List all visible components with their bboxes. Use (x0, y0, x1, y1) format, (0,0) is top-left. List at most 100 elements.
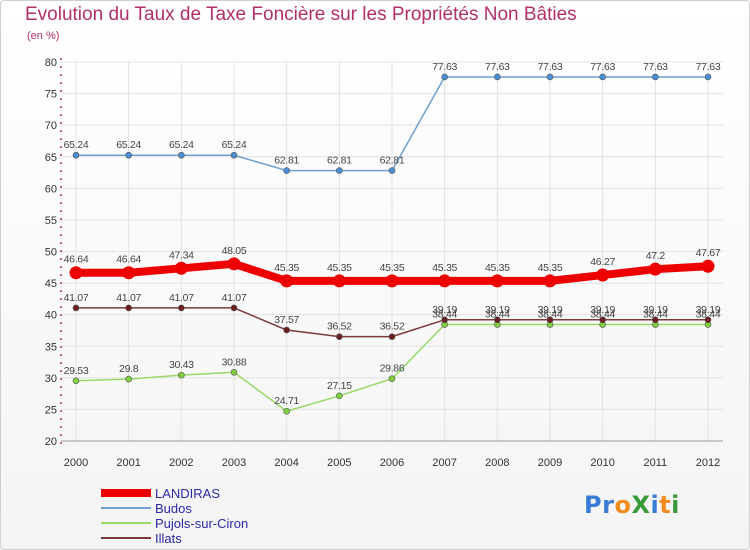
data-label: 45.35 (380, 262, 405, 274)
data-label: 41.07 (169, 292, 194, 304)
data-label: 46.27 (590, 256, 615, 268)
proxiti-logo: ProXiti (584, 491, 680, 519)
data-label: 77.63 (485, 61, 510, 73)
data-point (596, 268, 610, 282)
data-label: 48.05 (222, 245, 247, 257)
data-point (385, 274, 399, 288)
data-label: 77.63 (643, 61, 668, 73)
data-label: 36.52 (327, 321, 352, 333)
data-point (494, 73, 501, 81)
unit-label: (en %) (27, 30, 60, 42)
data-point (388, 375, 396, 383)
y-tick-label: 35 (45, 341, 57, 353)
data-label: 65.24 (64, 139, 89, 151)
data-point (543, 274, 557, 288)
data-label: 65.24 (169, 139, 194, 151)
data-label: 77.63 (432, 61, 457, 73)
data-label: 62.81 (380, 155, 405, 167)
data-label: 47.34 (169, 249, 194, 261)
data-point (230, 368, 238, 376)
data-label: 24.71 (274, 395, 299, 407)
data-label: 39.19 (485, 304, 510, 316)
data-label: 39.19 (538, 304, 563, 316)
data-label: 41.07 (222, 292, 247, 304)
data-label: 38.44 (432, 309, 457, 321)
data-label: 29.8 (119, 363, 139, 375)
x-tick-label: 2005 (327, 457, 351, 469)
data-label: 65.24 (222, 139, 247, 151)
data-label: 45.35 (538, 262, 563, 274)
data-point (283, 326, 290, 334)
y-tick-label: 55 (45, 215, 57, 227)
data-point (599, 316, 606, 324)
data-point (72, 151, 80, 159)
data-point (125, 375, 132, 383)
y-tick-label: 65 (45, 152, 57, 164)
data-label: 29.86 (380, 363, 405, 375)
data-point (701, 259, 715, 273)
data-label: 41.07 (116, 292, 141, 304)
data-point (336, 392, 343, 400)
data-point (704, 316, 712, 324)
x-tick-label: 2009 (538, 457, 562, 469)
data-label: 30.88 (222, 356, 247, 368)
data-label: 39.19 (432, 304, 457, 316)
data-label: 62.81 (327, 155, 352, 167)
data-label: 37.57 (274, 314, 299, 326)
data-point (178, 371, 185, 379)
legend-label: LANDIRAS (155, 486, 220, 501)
data-label: 45.35 (485, 262, 510, 274)
x-tick-label: 2000 (64, 457, 88, 469)
data-point (388, 167, 396, 174)
data-label: 77.63 (696, 61, 721, 73)
data-point (69, 266, 83, 280)
x-tick-label: 2001 (116, 457, 140, 469)
chart-title: Evolution du Taux de Taxe Foncière sur l… (25, 4, 577, 25)
y-tick-label: 20 (45, 436, 57, 448)
legend-label: Illats (155, 531, 182, 546)
data-point (283, 167, 290, 174)
data-label: 38.44 (696, 309, 721, 321)
data-point (388, 333, 396, 340)
y-tick-label: 25 (45, 404, 57, 416)
data-point (494, 316, 501, 324)
data-label: 39.19 (643, 304, 668, 316)
data-point (280, 274, 294, 288)
y-tick-label: 30 (45, 373, 57, 385)
data-label: 45.35 (432, 262, 457, 274)
x-tick-label: 2004 (274, 457, 298, 469)
data-label: 38.44 (590, 309, 615, 321)
data-label: 77.63 (590, 61, 615, 73)
legend-label: Budos (155, 501, 192, 516)
x-tick-label: 2012 (696, 457, 720, 469)
data-label: 41.07 (64, 292, 89, 304)
data-label: 47.67 (696, 247, 721, 259)
data-label: 45.35 (274, 262, 299, 274)
data-label: 39.19 (590, 304, 615, 316)
y-tick-label: 80 (45, 57, 57, 69)
data-point (336, 167, 343, 174)
data-point (332, 274, 346, 288)
data-label: 30.43 (169, 359, 194, 371)
data-label: 47.2 (646, 250, 666, 262)
y-tick-label: 40 (45, 310, 57, 322)
x-tick-label: 2008 (485, 457, 509, 469)
data-label: 38.44 (643, 309, 668, 321)
data-label: 45.35 (327, 262, 352, 274)
data-point (72, 377, 80, 385)
data-point (546, 73, 554, 81)
data-point (490, 274, 504, 288)
data-point (174, 261, 188, 275)
data-point (178, 304, 185, 312)
data-point (72, 304, 80, 312)
x-tick-label: 2010 (590, 457, 614, 469)
data-point (441, 73, 448, 81)
data-point (441, 316, 448, 324)
data-label: 46.64 (116, 254, 141, 266)
data-point (125, 304, 132, 312)
data-point (652, 316, 659, 324)
data-label: 27.15 (327, 380, 352, 392)
data-label: 29.53 (64, 365, 89, 377)
data-point (178, 151, 185, 159)
